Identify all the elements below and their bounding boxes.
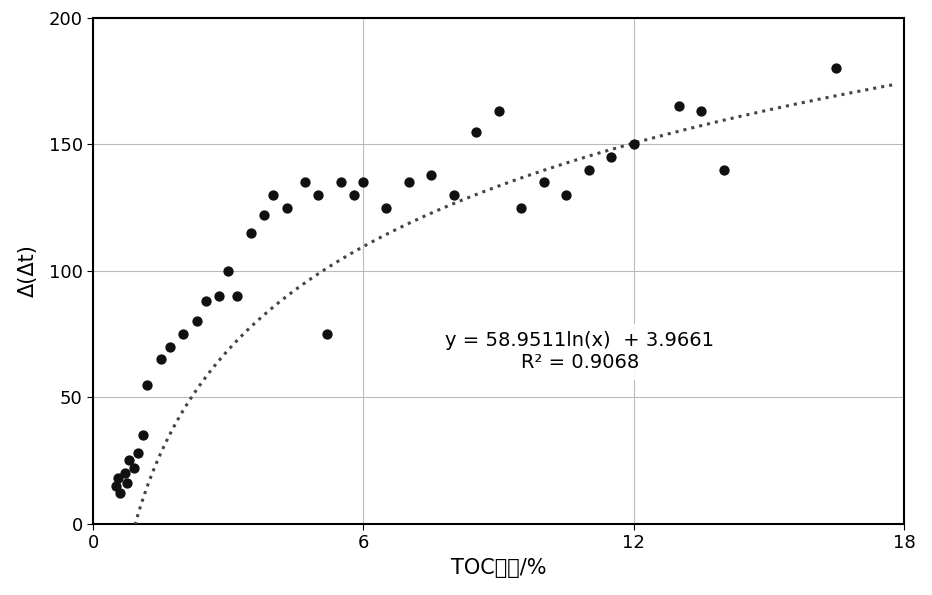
- Point: [243, 228, 258, 237]
- Point: [423, 170, 438, 180]
- Point: [604, 152, 619, 162]
- Point: [626, 139, 641, 149]
- Point: [221, 266, 236, 275]
- Point: [311, 190, 326, 200]
- Point: [378, 203, 393, 212]
- Point: [230, 291, 245, 300]
- Point: [582, 165, 596, 174]
- X-axis label: TOC含量/%: TOC含量/%: [451, 558, 546, 578]
- Point: [558, 190, 573, 200]
- Point: [717, 165, 732, 174]
- Point: [514, 203, 528, 212]
- Point: [347, 190, 362, 200]
- Point: [176, 329, 191, 339]
- Text: y = 58.9511ln(x)  + 3.9661
R² = 0.9068: y = 58.9511ln(x) + 3.9661 R² = 0.9068: [445, 331, 714, 372]
- Point: [829, 64, 843, 73]
- Point: [130, 448, 145, 458]
- Point: [266, 190, 281, 200]
- Point: [401, 177, 416, 187]
- Point: [693, 107, 708, 116]
- Point: [108, 481, 123, 490]
- Point: [199, 296, 213, 306]
- Point: [469, 127, 484, 136]
- Point: [122, 456, 137, 465]
- Point: [126, 463, 142, 472]
- Point: [113, 488, 128, 498]
- Point: [117, 468, 132, 478]
- Point: [297, 177, 312, 187]
- Point: [153, 355, 168, 364]
- Point: [162, 342, 177, 351]
- Point: [135, 430, 150, 440]
- Point: [189, 317, 204, 326]
- Point: [257, 211, 272, 220]
- Point: [212, 291, 226, 300]
- Point: [280, 203, 295, 212]
- Point: [446, 190, 461, 200]
- Point: [320, 329, 335, 339]
- Point: [119, 478, 134, 488]
- Point: [536, 177, 551, 187]
- Point: [671, 102, 686, 111]
- Point: [140, 380, 155, 389]
- Point: [491, 107, 506, 116]
- Point: [111, 474, 126, 483]
- Point: [356, 177, 371, 187]
- Point: [334, 177, 349, 187]
- Y-axis label: Δ(Δt): Δ(Δt): [18, 245, 37, 297]
